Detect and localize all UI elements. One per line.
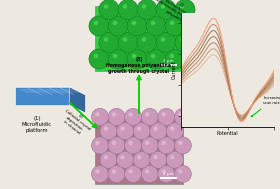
Circle shape [108, 137, 125, 154]
Text: (3)
Homogenous polyaniline
growth through crystal: (3) Homogenous polyaniline growth throug… [106, 57, 171, 74]
Circle shape [170, 21, 174, 25]
Circle shape [116, 151, 134, 168]
Polygon shape [15, 87, 69, 105]
Circle shape [175, 33, 195, 53]
Circle shape [174, 137, 191, 154]
Circle shape [142, 4, 146, 9]
Circle shape [89, 49, 109, 69]
Circle shape [141, 166, 158, 183]
Text: 2 μm: 2 μm [163, 59, 173, 63]
Circle shape [104, 126, 108, 131]
Circle shape [146, 49, 166, 69]
Polygon shape [15, 87, 85, 95]
Circle shape [174, 108, 191, 125]
Circle shape [89, 16, 109, 36]
Circle shape [156, 0, 176, 19]
Circle shape [112, 141, 116, 145]
Circle shape [137, 33, 157, 53]
Circle shape [150, 123, 167, 140]
Circle shape [99, 0, 119, 19]
Circle shape [95, 112, 100, 116]
Circle shape [108, 108, 125, 125]
Circle shape [145, 141, 149, 145]
Circle shape [104, 4, 108, 9]
Circle shape [162, 112, 166, 116]
Text: (2)
Colloidal crystal
deposition
in channel: (2) Colloidal crystal deposition in chan… [58, 105, 94, 139]
Circle shape [132, 21, 136, 25]
Circle shape [142, 37, 146, 42]
Circle shape [120, 126, 125, 131]
Circle shape [158, 108, 175, 125]
Circle shape [99, 33, 119, 53]
Circle shape [94, 21, 98, 25]
Circle shape [153, 126, 158, 131]
Circle shape [125, 166, 142, 183]
Polygon shape [69, 87, 85, 113]
Circle shape [161, 37, 165, 42]
Circle shape [120, 155, 125, 159]
Circle shape [133, 151, 150, 168]
Circle shape [92, 166, 109, 183]
Circle shape [170, 54, 174, 58]
Circle shape [95, 141, 100, 145]
Circle shape [123, 37, 127, 42]
Circle shape [165, 16, 185, 36]
Circle shape [161, 4, 165, 9]
Circle shape [170, 155, 174, 159]
Circle shape [127, 49, 147, 69]
Circle shape [104, 37, 108, 42]
Circle shape [153, 155, 158, 159]
Circle shape [137, 155, 141, 159]
Circle shape [113, 21, 117, 25]
Circle shape [100, 123, 117, 140]
Circle shape [133, 123, 150, 140]
Circle shape [151, 54, 155, 58]
Circle shape [178, 169, 183, 174]
Circle shape [123, 4, 127, 9]
Circle shape [100, 151, 117, 168]
Circle shape [162, 169, 166, 174]
Circle shape [112, 169, 116, 174]
Circle shape [180, 37, 184, 42]
Bar [95, 6, 183, 71]
Circle shape [113, 54, 117, 58]
Circle shape [141, 137, 158, 154]
Circle shape [104, 155, 108, 159]
Circle shape [145, 169, 149, 174]
Bar [95, 116, 183, 184]
Circle shape [145, 112, 149, 116]
Circle shape [129, 169, 133, 174]
Circle shape [129, 141, 133, 145]
Circle shape [162, 141, 166, 145]
Circle shape [132, 54, 136, 58]
Circle shape [108, 49, 128, 69]
Circle shape [178, 141, 183, 145]
Circle shape [92, 108, 109, 125]
Circle shape [146, 16, 166, 36]
Circle shape [125, 108, 142, 125]
Circle shape [166, 151, 183, 168]
Text: (4)
Electrochemically
addressable flow-through
polyaniline: (4) Electrochemically addressable flow-t… [152, 0, 204, 32]
Circle shape [125, 137, 142, 154]
Circle shape [166, 123, 183, 140]
Circle shape [112, 112, 116, 116]
Circle shape [116, 123, 134, 140]
Circle shape [137, 0, 157, 19]
Circle shape [129, 112, 133, 116]
Circle shape [94, 54, 98, 58]
Circle shape [158, 166, 175, 183]
Circle shape [92, 137, 109, 154]
Text: (1)
Microfluidic
platform: (1) Microfluidic platform [22, 116, 52, 133]
Circle shape [95, 169, 100, 174]
Circle shape [178, 112, 183, 116]
Circle shape [174, 166, 191, 183]
Circle shape [150, 151, 167, 168]
X-axis label: Potential: Potential [217, 131, 238, 136]
Circle shape [118, 0, 138, 19]
Circle shape [151, 21, 155, 25]
Circle shape [180, 4, 184, 9]
Circle shape [137, 126, 141, 131]
Circle shape [175, 0, 195, 19]
Circle shape [156, 33, 176, 53]
Circle shape [118, 33, 138, 53]
